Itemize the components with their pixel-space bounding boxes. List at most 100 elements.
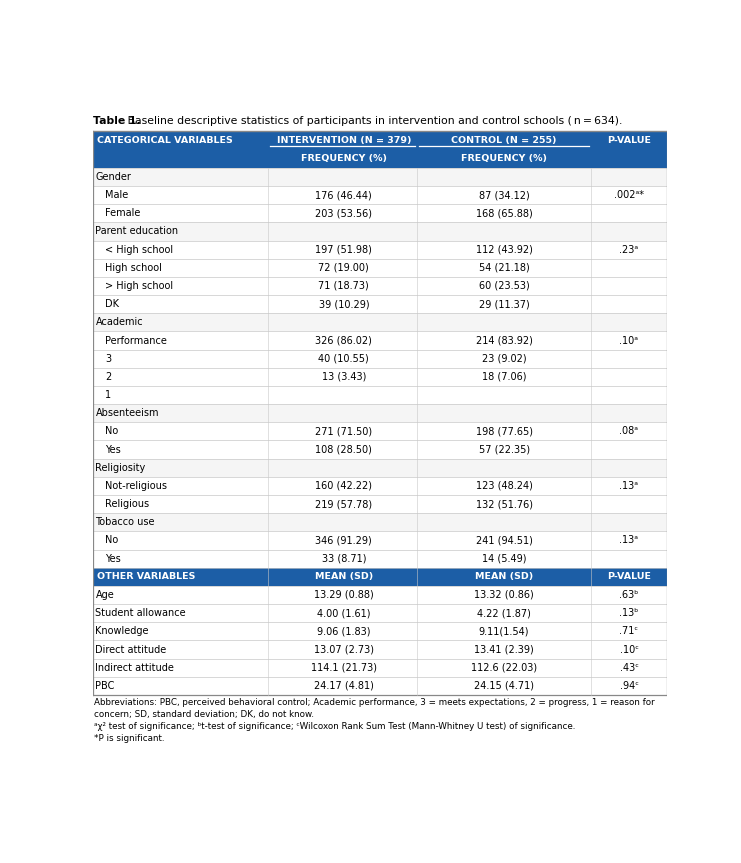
Text: 346 (91.29): 346 (91.29) bbox=[316, 535, 372, 545]
Text: 40 (10.55): 40 (10.55) bbox=[319, 354, 369, 363]
Text: 14 (5.49): 14 (5.49) bbox=[482, 554, 526, 564]
Text: 87 (34.12): 87 (34.12) bbox=[479, 190, 530, 200]
Text: 13 (3.43): 13 (3.43) bbox=[322, 372, 366, 381]
Bar bbox=[93, 313, 667, 331]
Text: Not-religious: Not-religious bbox=[105, 481, 167, 491]
Text: Male: Male bbox=[105, 190, 128, 200]
Text: 198 (77.65): 198 (77.65) bbox=[476, 426, 533, 437]
Bar bbox=[93, 658, 667, 677]
Text: .13ᵃ: .13ᵃ bbox=[619, 481, 639, 491]
Text: P-VALUE: P-VALUE bbox=[607, 572, 651, 582]
Bar bbox=[93, 186, 667, 205]
Text: 13.41 (2.39): 13.41 (2.39) bbox=[474, 645, 534, 654]
Text: .94ᶜ: .94ᶜ bbox=[619, 681, 639, 691]
Text: 203 (53.56): 203 (53.56) bbox=[316, 208, 373, 218]
Bar bbox=[93, 205, 667, 223]
Text: FREQUENCY (%): FREQUENCY (%) bbox=[301, 154, 387, 163]
Text: 13.07 (2.73): 13.07 (2.73) bbox=[314, 645, 374, 654]
Bar bbox=[93, 350, 667, 368]
Text: Yes: Yes bbox=[105, 444, 121, 455]
Text: < High school: < High school bbox=[105, 244, 173, 255]
Text: OTHER VARIABLES: OTHER VARIABLES bbox=[97, 572, 196, 582]
Text: 13.29 (0.88): 13.29 (0.88) bbox=[314, 590, 373, 600]
Text: Religious: Religious bbox=[105, 499, 150, 509]
Text: Student allowance: Student allowance bbox=[96, 608, 186, 618]
Bar bbox=[93, 513, 667, 532]
Text: Direct attitude: Direct attitude bbox=[96, 645, 167, 654]
Text: 18 (7.06): 18 (7.06) bbox=[482, 372, 526, 381]
Text: Female: Female bbox=[105, 208, 141, 218]
Text: .10ᵃ: .10ᵃ bbox=[619, 336, 639, 345]
Text: .13ᵃ: .13ᵃ bbox=[619, 535, 639, 545]
Text: Yes: Yes bbox=[105, 554, 121, 564]
Text: 176 (46.44): 176 (46.44) bbox=[316, 190, 372, 200]
Text: 39 (10.29): 39 (10.29) bbox=[319, 299, 369, 309]
Bar bbox=[93, 368, 667, 386]
Bar bbox=[93, 622, 667, 640]
Text: 168 (65.88): 168 (65.88) bbox=[476, 208, 533, 218]
Text: 108 (28.50): 108 (28.50) bbox=[316, 444, 372, 455]
Text: 23 (9.02): 23 (9.02) bbox=[482, 354, 526, 363]
Text: Religiosity: Religiosity bbox=[96, 463, 146, 473]
Text: 114.1 (21.73): 114.1 (21.73) bbox=[311, 663, 377, 672]
Text: 132 (51.76): 132 (51.76) bbox=[476, 499, 533, 509]
Text: 214 (83.92): 214 (83.92) bbox=[476, 336, 533, 345]
Text: 112 (43.92): 112 (43.92) bbox=[476, 244, 533, 255]
Bar bbox=[93, 495, 667, 513]
Text: 4.00 (1.61): 4.00 (1.61) bbox=[317, 608, 370, 618]
Text: INTERVENTION (N = 379): INTERVENTION (N = 379) bbox=[276, 136, 411, 145]
Text: DK: DK bbox=[105, 299, 119, 309]
Text: 24.17 (4.81): 24.17 (4.81) bbox=[314, 681, 373, 691]
Text: 33 (8.71): 33 (8.71) bbox=[322, 554, 366, 564]
Bar bbox=[93, 640, 667, 658]
Text: 29 (11.37): 29 (11.37) bbox=[479, 299, 530, 309]
Text: 9.06 (1.83): 9.06 (1.83) bbox=[317, 627, 370, 636]
Text: PBC: PBC bbox=[96, 681, 115, 691]
Text: 123 (48.24): 123 (48.24) bbox=[476, 481, 533, 491]
Text: *P is significant.: *P is significant. bbox=[94, 734, 165, 743]
Bar bbox=[93, 404, 667, 422]
Text: Baseline descriptive statistics of participants in intervention and control scho: Baseline descriptive statistics of parti… bbox=[124, 116, 622, 125]
Text: .10ᶜ: .10ᶜ bbox=[619, 645, 639, 654]
Text: MEAN (SD): MEAN (SD) bbox=[475, 572, 534, 582]
Bar bbox=[93, 422, 667, 440]
Text: 4.22 (1.87): 4.22 (1.87) bbox=[477, 608, 531, 618]
Text: 54 (21.18): 54 (21.18) bbox=[479, 263, 530, 273]
Text: 2: 2 bbox=[105, 372, 111, 381]
Bar bbox=[93, 241, 667, 259]
Text: Tobacco use: Tobacco use bbox=[96, 517, 155, 527]
Text: P-VALUE: P-VALUE bbox=[607, 136, 651, 145]
Text: 9.11(1.54): 9.11(1.54) bbox=[479, 627, 529, 636]
Bar bbox=[93, 167, 667, 186]
Text: .002ᵃ*: .002ᵃ* bbox=[614, 190, 644, 200]
Text: ᵃχ² test of significance; ᵇt-test of significance; ᶜWilcoxon Rank Sum Test (Mann: ᵃχ² test of significance; ᵇt-test of sig… bbox=[94, 722, 576, 731]
Text: 1: 1 bbox=[105, 390, 111, 400]
Bar bbox=[93, 295, 667, 313]
Bar bbox=[93, 259, 667, 277]
Bar bbox=[93, 532, 667, 550]
Text: 112.6 (22.03): 112.6 (22.03) bbox=[471, 663, 537, 672]
Text: High school: High school bbox=[105, 263, 162, 273]
Text: 241 (94.51): 241 (94.51) bbox=[476, 535, 533, 545]
Text: .08ᵃ: .08ᵃ bbox=[619, 426, 639, 437]
Text: concern; SD, standard deviation; DK, do not know.: concern; SD, standard deviation; DK, do … bbox=[94, 710, 314, 719]
Bar bbox=[93, 458, 667, 477]
Text: 24.15 (4.71): 24.15 (4.71) bbox=[474, 681, 534, 691]
Text: Indirect attitude: Indirect attitude bbox=[96, 663, 174, 672]
Text: 72 (19.00): 72 (19.00) bbox=[319, 263, 369, 273]
Text: 160 (42.22): 160 (42.22) bbox=[316, 481, 373, 491]
Text: Abbreviations: PBC, perceived behavioral control; Academic performance, 3 = meet: Abbreviations: PBC, perceived behavioral… bbox=[94, 698, 655, 708]
Bar bbox=[93, 331, 667, 350]
Text: .71ᶜ: .71ᶜ bbox=[619, 627, 639, 636]
Text: .63ᵇ: .63ᵇ bbox=[619, 590, 639, 600]
Text: Knowledge: Knowledge bbox=[96, 627, 149, 636]
Text: Absenteeism: Absenteeism bbox=[96, 408, 159, 419]
Bar bbox=[93, 586, 667, 604]
Bar bbox=[93, 223, 667, 241]
Bar bbox=[93, 386, 667, 404]
Text: CONTROL (N = 255): CONTROL (N = 255) bbox=[451, 136, 556, 145]
Text: FREQUENCY (%): FREQUENCY (%) bbox=[461, 154, 547, 163]
Text: .23ᵃ: .23ᵃ bbox=[619, 244, 639, 255]
Text: 60 (23.53): 60 (23.53) bbox=[479, 281, 530, 291]
Bar bbox=[93, 568, 667, 586]
